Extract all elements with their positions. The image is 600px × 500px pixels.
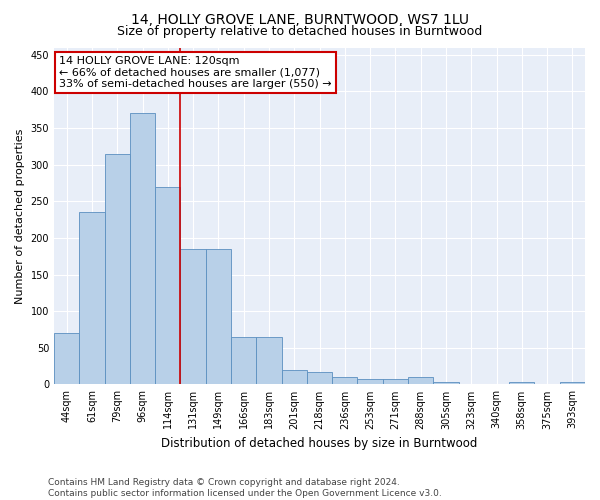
Bar [130,114,155,384]
Bar [383,378,408,384]
Bar [307,372,332,384]
Text: Size of property relative to detached houses in Burntwood: Size of property relative to detached ho… [118,25,482,38]
Bar [332,377,358,384]
Text: 14 HOLLY GROVE LANE: 120sqm
← 66% of detached houses are smaller (1,077)
33% of : 14 HOLLY GROVE LANE: 120sqm ← 66% of det… [59,56,332,89]
Bar [433,382,458,384]
Bar [408,377,433,384]
Bar [206,249,231,384]
Text: Contains HM Land Registry data © Crown copyright and database right 2024.
Contai: Contains HM Land Registry data © Crown c… [48,478,442,498]
Text: 14, HOLLY GROVE LANE, BURNTWOOD, WS7 1LU: 14, HOLLY GROVE LANE, BURNTWOOD, WS7 1LU [131,12,469,26]
Bar [155,186,181,384]
Bar [358,380,383,384]
Bar [509,382,535,384]
Bar [256,337,281,384]
Bar [104,154,130,384]
Bar [231,337,256,384]
Bar [54,333,79,384]
Bar [79,212,104,384]
Bar [281,370,307,384]
Bar [560,382,585,384]
X-axis label: Distribution of detached houses by size in Burntwood: Distribution of detached houses by size … [161,437,478,450]
Y-axis label: Number of detached properties: Number of detached properties [15,128,25,304]
Bar [181,249,206,384]
